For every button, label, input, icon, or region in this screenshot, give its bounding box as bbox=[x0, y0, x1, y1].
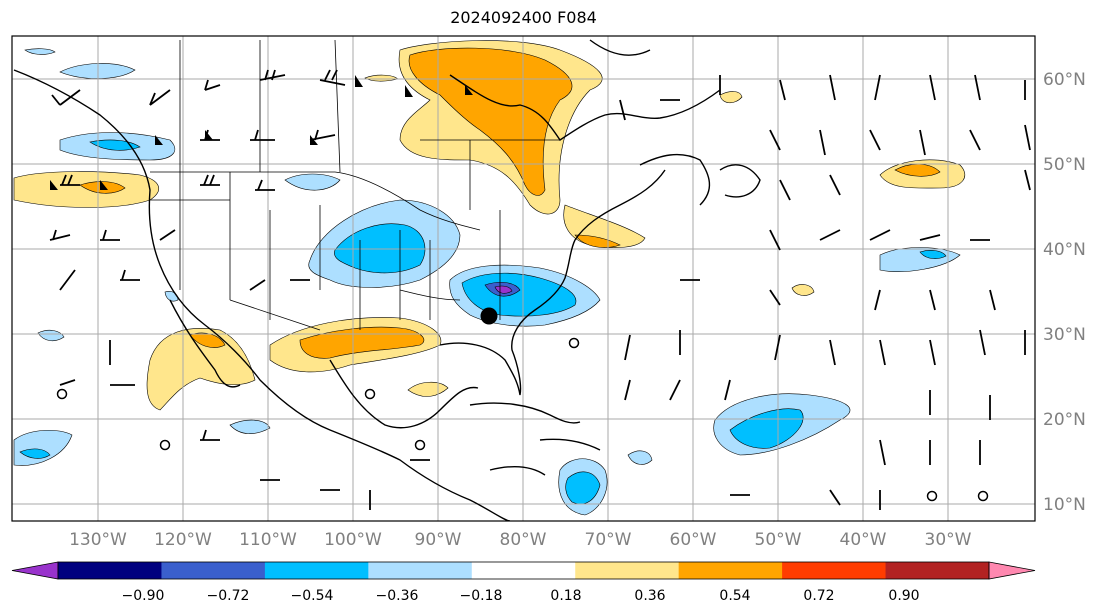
colorbar-label: −0.54 bbox=[291, 588, 334, 604]
colorbar-label: 0.72 bbox=[803, 588, 834, 604]
colorbar-outline bbox=[57, 561, 990, 580]
colorbar-segment bbox=[782, 562, 887, 579]
colorbar-segment bbox=[471, 562, 576, 579]
wind-barbs bbox=[49, 69, 1031, 510]
colorbar-segment bbox=[885, 562, 990, 579]
anomaly-shading bbox=[13, 40, 965, 516]
lat-label: 20°N bbox=[1043, 410, 1086, 430]
lon-label: 60°W bbox=[670, 530, 717, 550]
colorbar-tick-labels: −0.90 −0.72 −0.54 −0.36 −0.18 0.18 0.36 … bbox=[122, 588, 920, 604]
map-content bbox=[12, 36, 1035, 521]
colorbar-segment bbox=[58, 562, 162, 579]
lon-label: 40°W bbox=[840, 530, 887, 550]
lat-label: 40°N bbox=[1043, 240, 1086, 260]
lon-label: 80°W bbox=[500, 530, 547, 550]
lat-label: 50°N bbox=[1043, 155, 1086, 175]
colorbar: −0.90 −0.72 −0.54 −0.36 −0.18 0.18 0.36 … bbox=[11, 561, 1036, 604]
colorbar-label: 0.54 bbox=[719, 588, 750, 604]
lon-label: 130°W bbox=[69, 530, 127, 550]
map-title: 2024092400 F084 bbox=[450, 8, 597, 27]
lon-label: 50°W bbox=[755, 530, 802, 550]
gridlines bbox=[12, 36, 1035, 521]
political-borders bbox=[150, 39, 560, 331]
colorbar-extend-low bbox=[11, 561, 59, 580]
longitude-labels: 130°W 120°W 110°W 100°W 90°W 80°W 70°W 6… bbox=[69, 530, 972, 550]
colorbar-segment bbox=[264, 562, 369, 579]
colorbar-label: −0.36 bbox=[376, 588, 419, 604]
colorbar-extend-high bbox=[988, 561, 1036, 580]
colorbar-label: 0.18 bbox=[550, 588, 581, 604]
calm-wind-circles bbox=[56, 337, 989, 502]
colorbar-segment bbox=[368, 562, 473, 579]
lon-label: 70°W bbox=[585, 530, 632, 550]
lon-label: 110°W bbox=[239, 530, 297, 550]
colorbar-segment bbox=[678, 562, 783, 579]
colorbar-label: −0.18 bbox=[460, 588, 503, 604]
lon-label: 120°W bbox=[154, 530, 212, 550]
lat-label: 10°N bbox=[1043, 495, 1086, 515]
colorbar-label: −0.90 bbox=[122, 588, 165, 604]
map-frame bbox=[11, 35, 1036, 522]
lat-label: 30°N bbox=[1043, 325, 1086, 345]
wind-flags bbox=[50, 75, 473, 190]
colorbar-segment bbox=[575, 562, 680, 579]
lat-label: 60°N bbox=[1043, 70, 1086, 90]
storm-position-marker bbox=[480, 307, 498, 325]
lon-label: 100°W bbox=[324, 530, 382, 550]
colorbar-segments bbox=[11, 561, 1036, 580]
latitude-labels: 60°N 50°N 40°N 30°N 20°N 10°N bbox=[1043, 70, 1086, 515]
colorbar-label: −0.72 bbox=[207, 588, 250, 604]
lon-label: 90°W bbox=[415, 530, 462, 550]
colorbar-segment bbox=[161, 562, 266, 579]
colorbar-label: 0.36 bbox=[634, 588, 665, 604]
coastlines bbox=[13, 39, 761, 521]
lon-label: 30°W bbox=[925, 530, 972, 550]
colorbar-label: 0.90 bbox=[888, 588, 919, 604]
